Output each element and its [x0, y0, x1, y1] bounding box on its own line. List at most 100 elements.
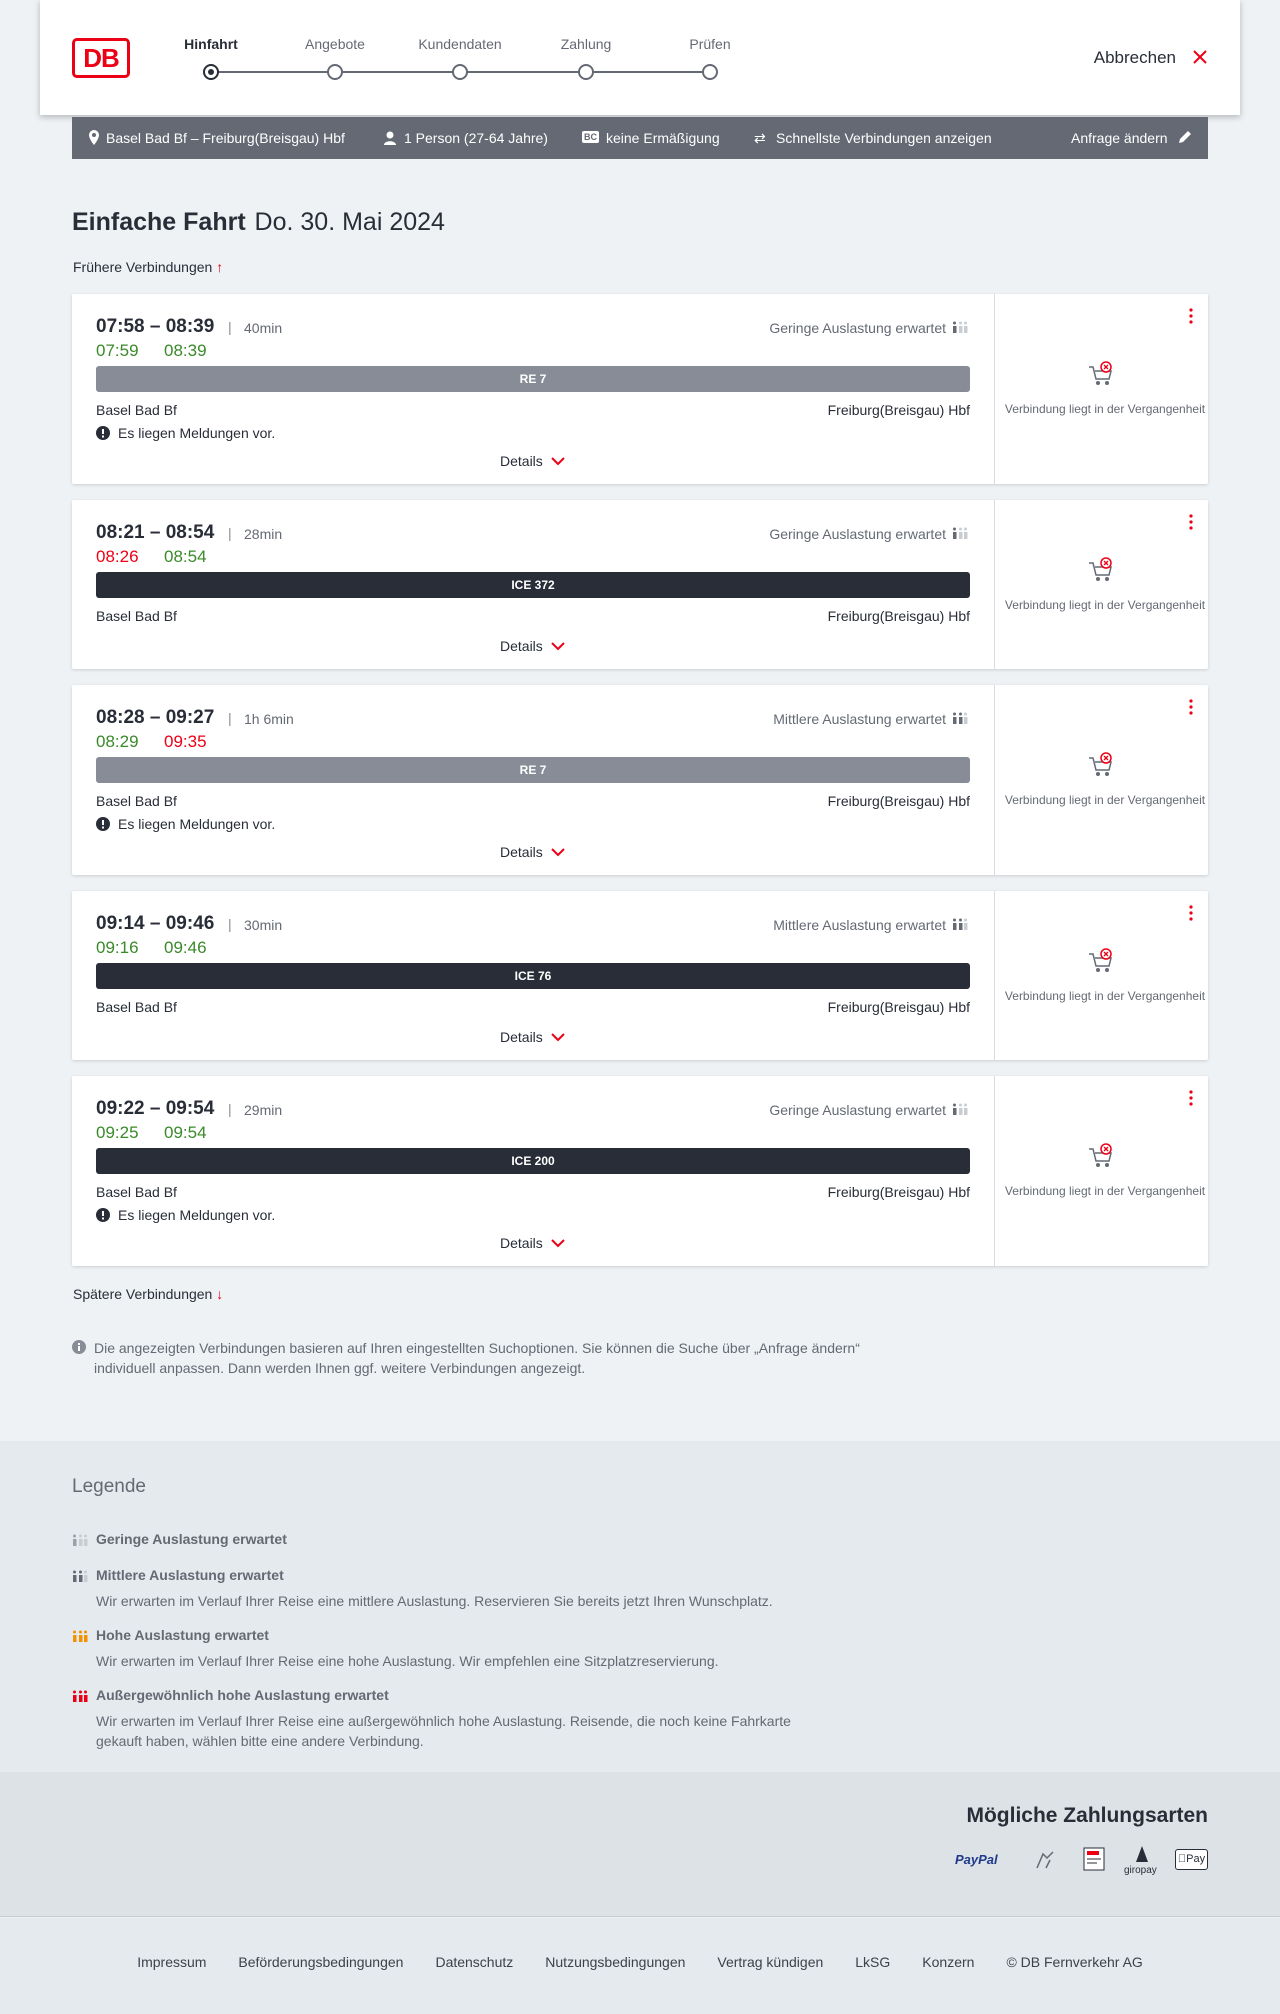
details-toggle[interactable]: Details [500, 1235, 565, 1251]
earlier-link[interactable]: Frühere Verbindungen ↑ [73, 259, 224, 275]
train-bar[interactable]: ICE 372 [96, 572, 970, 598]
icon-part [84, 1690, 87, 1694]
details-toggle[interactable]: Details [500, 638, 565, 654]
icon-part [1103, 951, 1109, 956]
payment-giropay: giropay [1124, 1865, 1157, 1876]
chevron-icon[interactable] [551, 641, 565, 651]
icon-part [1189, 520, 1193, 524]
footer-link[interactable]: Vertrag kündigen [717, 1954, 824, 1970]
cancel-button[interactable]: Abbrechen [1094, 48, 1176, 68]
edit-icon[interactable] [1178, 130, 1192, 144]
details-toggle[interactable]: Details [500, 453, 565, 469]
footer-link[interactable]: © DB Fernverkehr AG [1006, 1954, 1143, 1970]
train-name[interactable]: ICE 76 [514, 969, 552, 983]
departure-real: 07:59 [96, 341, 139, 360]
details-label[interactable]: Details [500, 638, 543, 654]
more-menu[interactable] [1188, 1090, 1194, 1108]
arrival-real: 09:46 [164, 938, 207, 957]
legend-item-text: Wir erwarten im Verlauf Ihrer Reise eine… [96, 1593, 773, 1609]
footer-link[interactable]: Konzern [922, 1954, 975, 1970]
chevron-icon[interactable] [551, 1032, 565, 1042]
more-menu[interactable] [1188, 308, 1194, 326]
footer-link[interactable]: Impressum [137, 1954, 207, 1970]
step-label: Prüfen [689, 36, 731, 52]
details-label[interactable]: Details [500, 844, 543, 860]
icon-part [84, 1539, 88, 1546]
icon-part [964, 918, 967, 922]
icon-part [73, 1690, 76, 1694]
status: Verbindung liegt in der Vergangenheit [1004, 988, 1206, 1003]
train-bar[interactable]: ICE 200 [96, 1148, 970, 1174]
notice-icon [96, 1208, 110, 1222]
times: 08:28 – 09:27 [96, 707, 215, 728]
separator: | [228, 1101, 232, 1117]
step-circle [327, 64, 343, 80]
connection-card: 09:14 – 09:46 | 30min Mittlere Auslastung e… [72, 891, 1208, 1060]
to-station: Freiburg(Breisgau) Hbf [827, 793, 970, 809]
icon-part [953, 717, 957, 724]
legend-title: Legende [72, 1476, 146, 1497]
cancel-icon[interactable] [1192, 49, 1208, 65]
journey-heading: Einfache Fahrt Do. 30. Mai 2024 [72, 208, 445, 237]
icon-part [84, 1635, 88, 1642]
journey-date: Do. 30. Mai 2024 [254, 208, 445, 236]
chevron-icon[interactable] [551, 1238, 565, 1248]
duration: 28min [244, 526, 283, 542]
icon-part [1096, 576, 1100, 581]
footer-links: Impressum Beförderungsbedingungen Datensch… [0, 1954, 1280, 1970]
train-name[interactable]: ICE 372 [511, 578, 555, 592]
details-toggle[interactable]: Details [500, 844, 565, 860]
icon-part [551, 1033, 565, 1042]
search-option: Schnellste Verbindungen anzeigen [776, 130, 992, 146]
icon-part [964, 923, 968, 930]
icon-part [959, 321, 962, 325]
divider [994, 891, 995, 1060]
chevron-icon[interactable] [551, 456, 565, 466]
icon-part [964, 326, 968, 333]
duration: 29min [244, 1102, 283, 1118]
separator: | [228, 319, 232, 335]
edit-request[interactable]: Anfrage ändern [1071, 130, 1168, 146]
footer-link[interactable]: Beförderungsbedingungen [238, 1954, 404, 1970]
details-label[interactable]: Details [500, 1235, 543, 1251]
more-menu[interactable] [1188, 905, 1194, 923]
icon-part [1096, 967, 1100, 972]
details-toggle[interactable]: Details [500, 1029, 565, 1045]
icon-part [964, 527, 967, 531]
later-link[interactable]: Spätere Verbindungen ↓ [73, 1286, 224, 1302]
occupancy: Mittlere Auslastung erwartet [773, 711, 946, 727]
cancel-label[interactable]: Abbrechen [1093, 48, 1176, 67]
details-label[interactable]: Details [500, 1029, 543, 1045]
step-label: Zahlung [560, 36, 612, 52]
route: Basel Bad Bf – Freiburg(Breisgau) Hbf [106, 130, 345, 146]
icon-part [964, 712, 967, 716]
logo[interactable]: DB [72, 38, 130, 78]
train-name[interactable]: RE 7 [519, 372, 547, 386]
more-menu[interactable] [1188, 699, 1194, 717]
separator: | [228, 525, 232, 541]
train-name[interactable]: RE 7 [519, 763, 547, 777]
more-menu[interactable] [1188, 514, 1194, 532]
icon-part [1103, 560, 1109, 565]
step-label: Kundendaten [418, 36, 502, 52]
later-label[interactable]: Spätere Verbindungen [73, 1286, 213, 1302]
train-bar[interactable]: RE 7 [96, 757, 970, 783]
footer-link[interactable]: LkSG [855, 1954, 891, 1970]
train-name[interactable]: ICE 200 [511, 1154, 555, 1168]
chevron-icon[interactable] [551, 847, 565, 857]
icon-part [959, 1103, 962, 1107]
footer-link[interactable]: Nutzungsbedingungen [545, 1954, 686, 1970]
step-dot [208, 69, 214, 75]
from-station: Basel Bad Bf [96, 1184, 177, 1200]
icon-part [1189, 1102, 1193, 1106]
train-bar[interactable]: RE 7 [96, 366, 970, 392]
occupancy-icon [953, 712, 968, 724]
icon-part [79, 1695, 83, 1702]
train-bar[interactable]: ICE 76 [96, 963, 970, 989]
icon-part [551, 457, 565, 466]
earlier-label[interactable]: Frühere Verbindungen [73, 259, 213, 275]
footer-link[interactable]: Datenschutz [435, 1954, 514, 1970]
details-label[interactable]: Details [500, 453, 543, 469]
applepay-label: Pay [1182, 1853, 1205, 1865]
person-icon [384, 131, 396, 145]
